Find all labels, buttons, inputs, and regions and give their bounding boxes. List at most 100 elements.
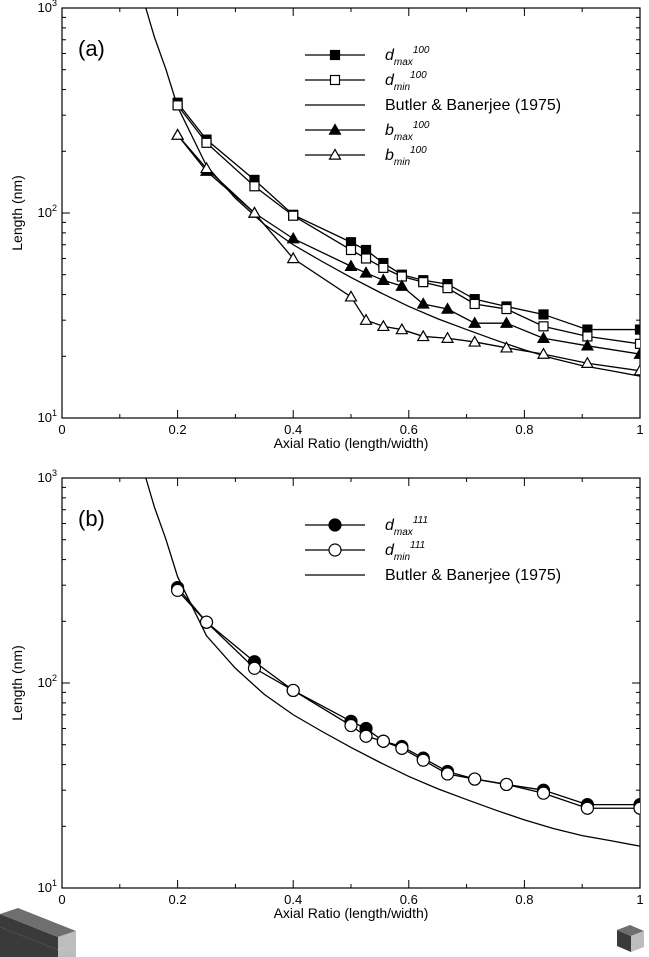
series-line <box>177 589 640 809</box>
legend-label: Butler & Banerjee (1975) <box>385 97 561 114</box>
data-point <box>468 316 482 328</box>
prism-side <box>0 914 58 950</box>
plot-frame <box>61 477 641 889</box>
data-point <box>345 244 357 256</box>
data-point <box>416 753 430 767</box>
data-point <box>344 259 358 271</box>
legend-label: bmin100 <box>385 145 427 168</box>
data-point <box>286 251 300 264</box>
x-axis-label: Axial Ratio (length/width) <box>274 435 429 451</box>
y-tick-label: 102 <box>38 203 57 220</box>
legend-label: dmin100 <box>385 70 427 93</box>
x-tick-label: 0.2 <box>169 892 187 907</box>
data-point <box>172 100 183 111</box>
legend-label: dmin111 <box>385 540 425 563</box>
data-point <box>286 683 300 698</box>
x-tick-label: 0 <box>58 422 65 437</box>
data-point <box>199 615 214 629</box>
prism-end <box>58 931 76 950</box>
data-point <box>442 283 453 294</box>
x-tick-label: 0.8 <box>515 422 533 437</box>
data-point <box>580 339 594 351</box>
data-point <box>538 309 549 320</box>
x-tick-label: 0.4 <box>284 422 302 437</box>
data-point <box>468 772 482 786</box>
data-point <box>376 734 390 748</box>
legend-label: bmax100 <box>385 120 430 143</box>
data-point <box>247 206 262 218</box>
x-tick-label: 1 <box>636 422 643 437</box>
data-point <box>249 181 260 192</box>
x-tick-label: 0.8 <box>515 892 533 907</box>
cube-front <box>617 930 631 952</box>
data-point <box>499 341 514 353</box>
data-point <box>633 364 640 376</box>
y-tick-label: 103 <box>38 0 57 15</box>
data-point <box>359 313 373 325</box>
data-point <box>536 331 551 343</box>
data-point <box>440 331 455 343</box>
chart-panel-b: 0 0.2 0.4 0.6 0.8 1 101 102 103 Axial Ratio (leng… <box>9 468 644 921</box>
data-point <box>376 273 390 285</box>
x-axis-label: Axial Ratio (length/width) <box>274 905 429 921</box>
data-point <box>171 128 185 140</box>
series-line <box>177 134 640 372</box>
legend-label: dmax100 <box>385 45 430 68</box>
series-line <box>177 587 640 806</box>
data-point <box>499 777 514 792</box>
data-point <box>199 161 214 174</box>
y-tick-label: 101 <box>38 878 57 895</box>
x-tick-label: 0.6 <box>400 422 418 437</box>
data-point <box>580 801 595 815</box>
data-point <box>359 729 373 743</box>
data-point <box>359 266 373 278</box>
data-point <box>633 347 640 359</box>
panel-label: (b) <box>78 506 105 531</box>
data-point <box>440 302 455 314</box>
data-point <box>344 290 358 302</box>
data-point <box>499 316 514 328</box>
prism-top <box>0 908 76 937</box>
data-point <box>376 319 390 332</box>
data-point <box>360 244 372 256</box>
prism-side-lower <box>0 927 58 957</box>
data-point <box>538 321 549 332</box>
cube-top <box>617 925 644 936</box>
cube-prism-icon <box>617 925 644 952</box>
legend-marker <box>328 518 342 532</box>
data-point <box>395 279 409 291</box>
data-point <box>440 767 455 781</box>
elongated-prism-icon <box>0 908 76 957</box>
legend-marker <box>329 74 341 86</box>
data-point <box>536 347 551 359</box>
data-point <box>633 801 640 815</box>
legend-marker <box>328 543 342 557</box>
data-point <box>378 262 389 273</box>
x-tick-label: 0.6 <box>400 892 418 907</box>
data-point <box>395 741 409 755</box>
x-tick-label: 0.4 <box>284 892 302 907</box>
x-tick-label: 0.2 <box>169 422 187 437</box>
panel-label: (a) <box>78 36 105 61</box>
y-tick-label: 102 <box>38 673 57 690</box>
data-point <box>395 322 409 335</box>
plot-series-group <box>145 478 640 847</box>
data-point <box>416 329 430 342</box>
y-tick-label: 103 <box>38 468 57 485</box>
chart-panel-a: 0 0.2 0.4 0.6 0.8 1 101 102 103 Axial Ratio (leng… <box>9 0 644 451</box>
data-point <box>344 718 358 733</box>
data-point <box>288 210 299 221</box>
data-point <box>360 253 372 264</box>
data-point <box>201 137 212 148</box>
x-tick-label: 1 <box>636 892 643 907</box>
data-point <box>580 356 594 368</box>
data-point <box>501 303 512 315</box>
legend-label: Butler & Banerjee (1975) <box>385 567 561 584</box>
legend-marker <box>328 148 342 160</box>
y-tick-label: 101 <box>38 408 57 425</box>
data-point <box>171 583 185 597</box>
legend-label: dmax111 <box>385 515 428 538</box>
y-axis-label: Length (nm) <box>9 645 25 720</box>
